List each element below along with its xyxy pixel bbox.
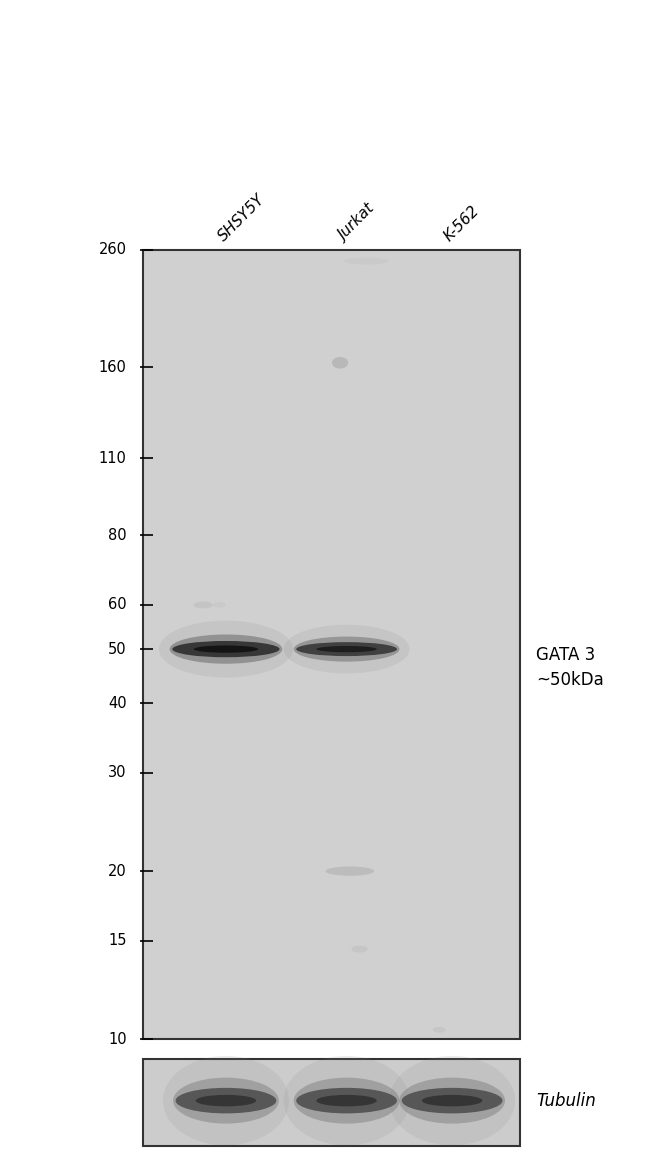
- Ellipse shape: [317, 1095, 377, 1106]
- Text: Tubulin: Tubulin: [536, 1091, 596, 1110]
- Ellipse shape: [163, 1057, 289, 1145]
- Ellipse shape: [294, 636, 400, 662]
- Text: 160: 160: [99, 360, 127, 375]
- Bar: [143, 1059, 520, 1146]
- Ellipse shape: [194, 601, 213, 608]
- Ellipse shape: [170, 634, 282, 664]
- Ellipse shape: [283, 625, 410, 673]
- Ellipse shape: [296, 642, 397, 656]
- Ellipse shape: [294, 1077, 400, 1124]
- Ellipse shape: [399, 1077, 505, 1124]
- Ellipse shape: [317, 646, 377, 652]
- Ellipse shape: [343, 258, 389, 265]
- Ellipse shape: [196, 1095, 256, 1106]
- Ellipse shape: [213, 603, 226, 608]
- Ellipse shape: [389, 1057, 515, 1145]
- Text: 260: 260: [99, 243, 127, 257]
- Text: SHSY5Y: SHSY5Y: [215, 192, 268, 244]
- Text: 110: 110: [99, 450, 127, 466]
- Ellipse shape: [433, 1027, 446, 1033]
- Ellipse shape: [422, 1095, 482, 1106]
- Text: 60: 60: [108, 598, 127, 613]
- Ellipse shape: [402, 1088, 502, 1113]
- Ellipse shape: [194, 646, 258, 652]
- Text: 80: 80: [108, 528, 127, 542]
- Ellipse shape: [172, 641, 280, 657]
- Ellipse shape: [332, 356, 348, 368]
- Ellipse shape: [176, 1088, 276, 1113]
- Text: 10: 10: [108, 1032, 127, 1046]
- Ellipse shape: [296, 1088, 397, 1113]
- Text: 15: 15: [109, 933, 127, 949]
- Text: Jurkat: Jurkat: [336, 202, 378, 244]
- Ellipse shape: [352, 945, 368, 952]
- Ellipse shape: [283, 1057, 410, 1145]
- Ellipse shape: [326, 866, 374, 875]
- Text: 50: 50: [108, 642, 127, 657]
- Ellipse shape: [173, 1077, 279, 1124]
- Text: 30: 30: [109, 765, 127, 780]
- Text: 20: 20: [108, 864, 127, 879]
- Bar: [143, 250, 520, 1039]
- Text: GATA 3
~50kDa: GATA 3 ~50kDa: [536, 646, 604, 690]
- Text: 40: 40: [108, 695, 127, 711]
- Text: K-562: K-562: [441, 203, 483, 244]
- Ellipse shape: [159, 621, 293, 678]
